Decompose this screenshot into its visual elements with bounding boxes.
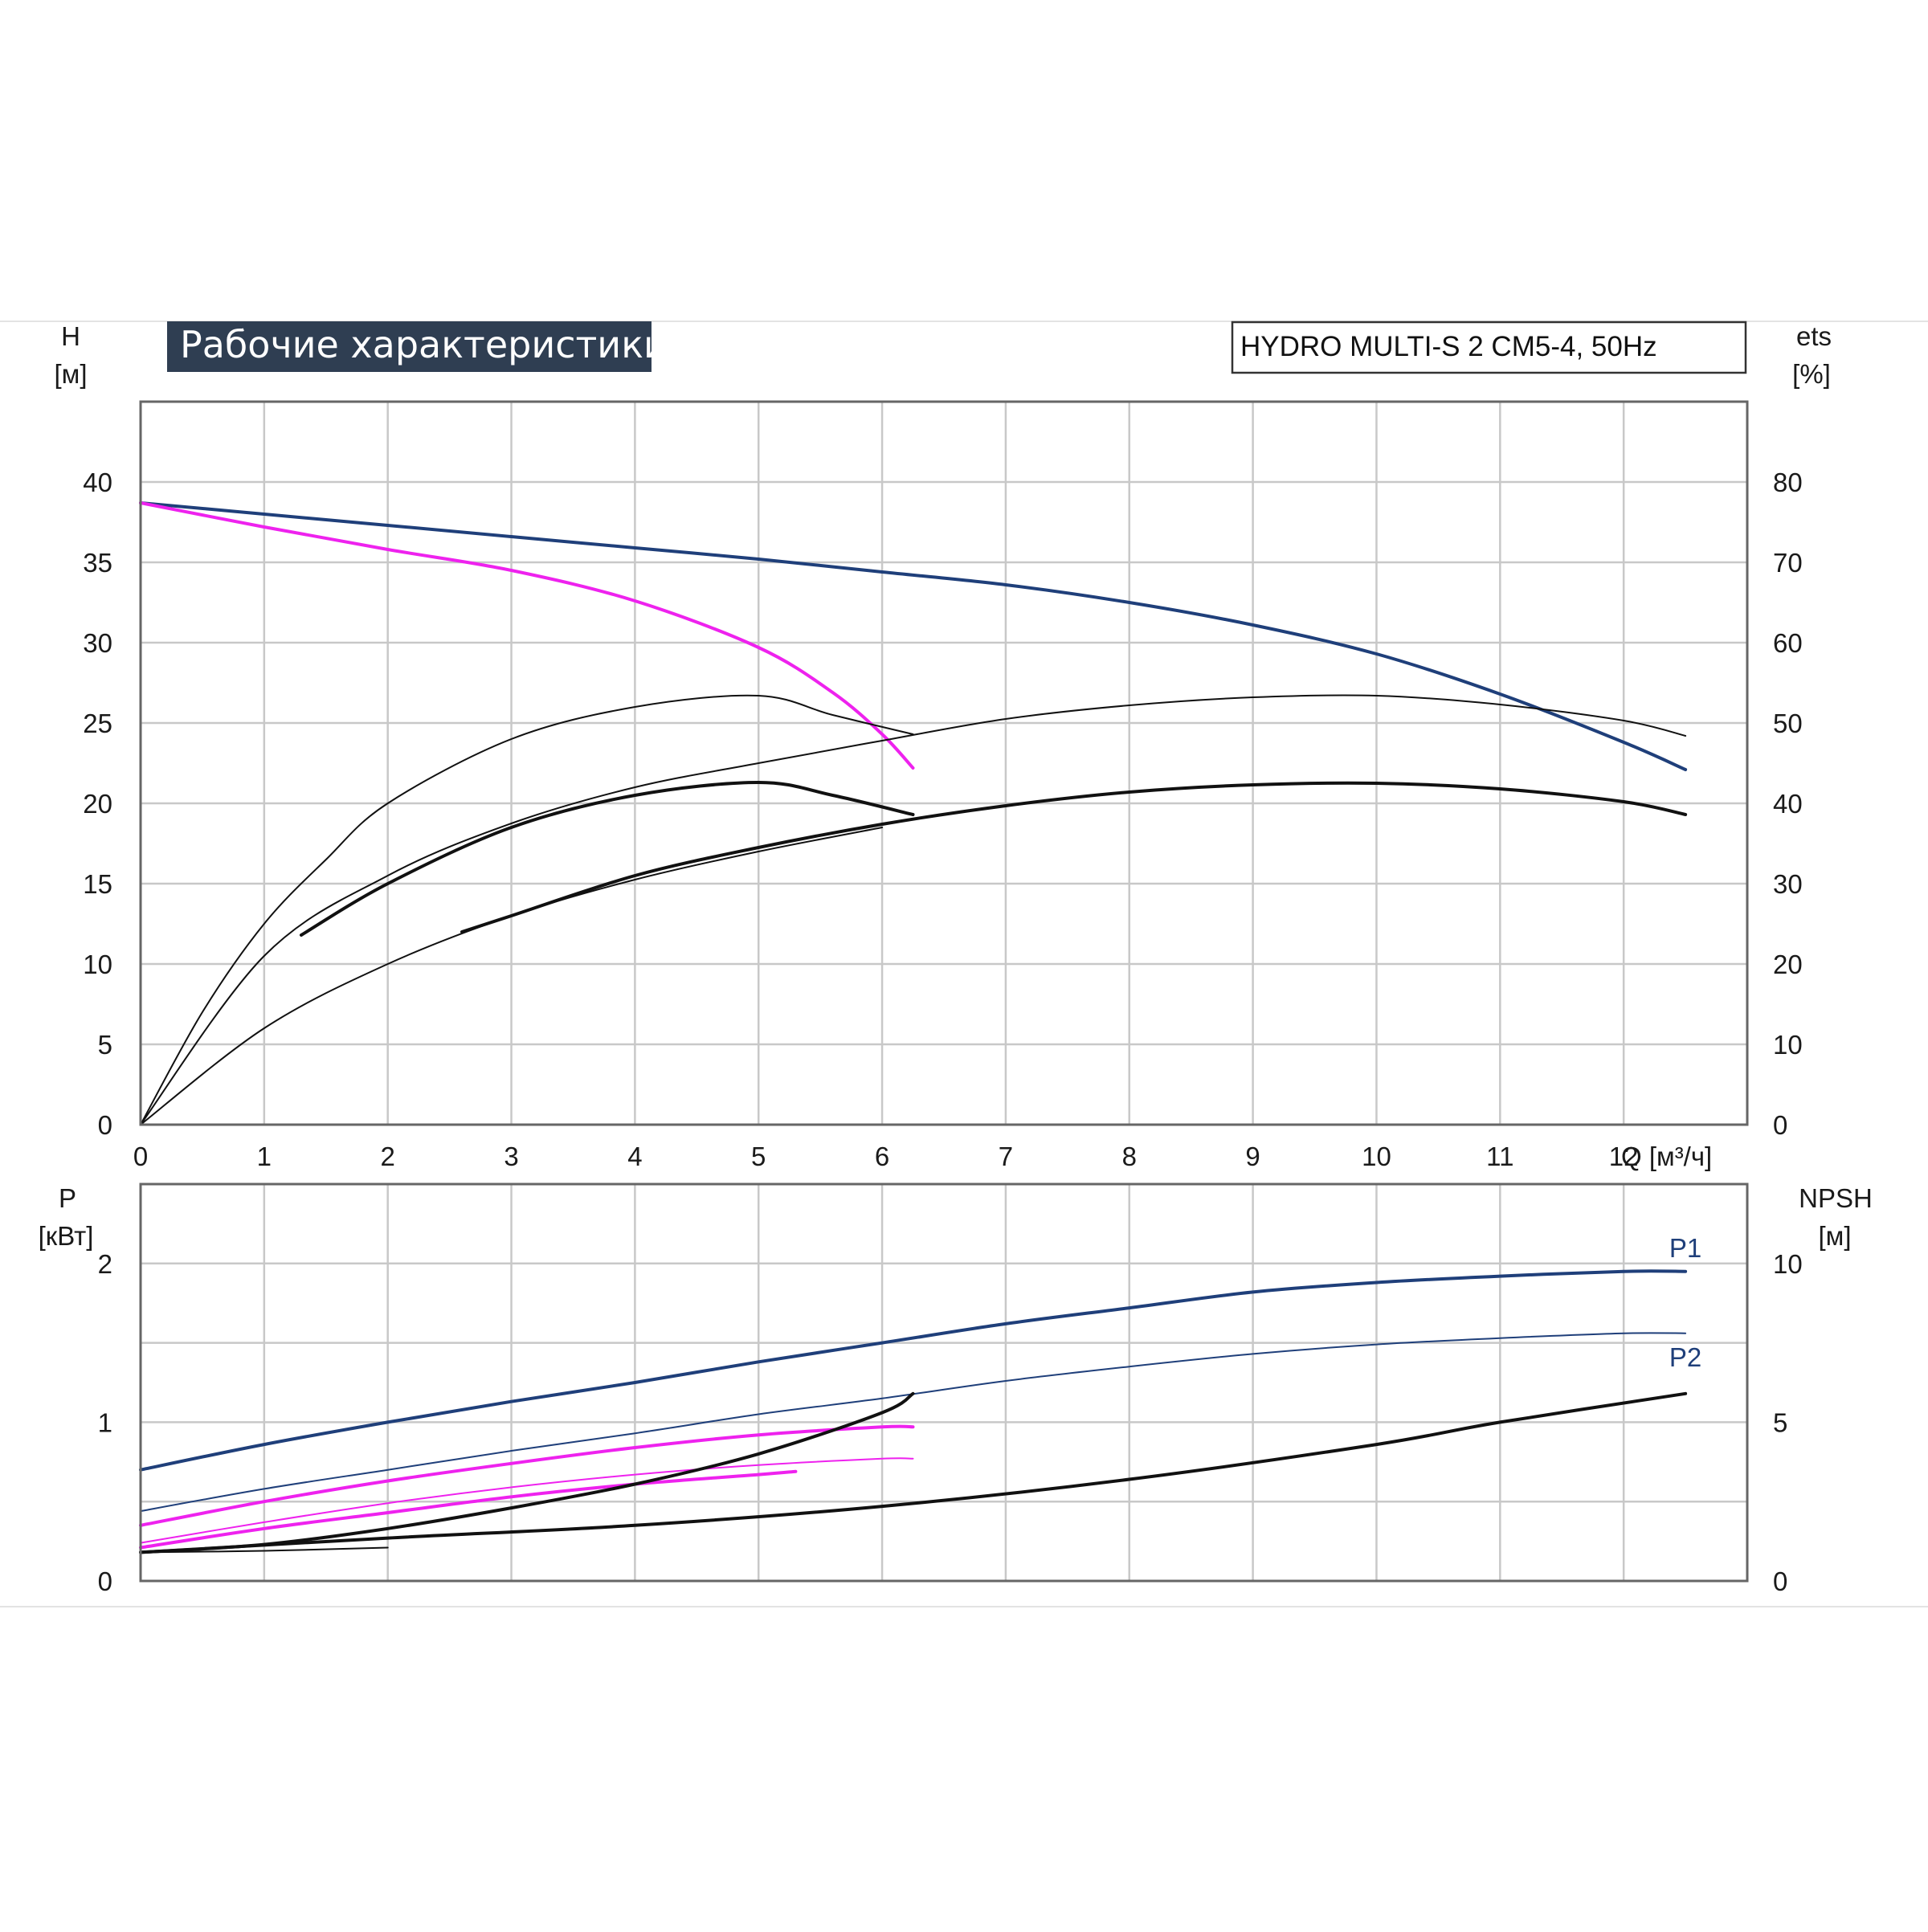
y-tick-label: 40 <box>83 468 112 497</box>
lower-series-line-3 <box>140 1457 914 1544</box>
upper-series-line-5 <box>460 781 1688 933</box>
y-tick-label: 25 <box>83 709 112 738</box>
y-tick-label: 2 <box>98 1249 112 1279</box>
chart-title-box <box>167 321 652 372</box>
q-axis-title: Q [м³/ч] <box>1621 1142 1712 1171</box>
y-tick-label: 20 <box>83 789 112 819</box>
lower-series-line-1 <box>140 1332 1687 1513</box>
p-axis-title: P <box>59 1183 76 1213</box>
x-tick-label: 10 <box>1362 1142 1391 1171</box>
chart-title: Рабочие характеристики <box>180 323 668 366</box>
upper-plot-border <box>139 400 1749 1126</box>
x-tick-label: 8 <box>1122 1142 1137 1171</box>
eta-axis-title: ets <box>1796 321 1832 351</box>
series-label-p2: P2 <box>1669 1342 1701 1372</box>
x-tick-label: 3 <box>504 1142 518 1171</box>
lower-series-line-0 <box>139 1269 1688 1472</box>
y-tick-label: 30 <box>83 628 112 658</box>
y2-tick-label: 10 <box>1773 1030 1803 1060</box>
upper-series <box>139 501 1688 1125</box>
h-axis-unit: [м] <box>54 359 87 389</box>
upper-tick-labels: 0 1 2 3 4 5 6 7 8 9 10 11 12051015202530354001020304… <box>83 468 1802 1171</box>
upper-series-line-1 <box>139 501 915 770</box>
y2-tick-label: 80 <box>1773 468 1803 497</box>
upper-series-line-2 <box>140 694 914 1125</box>
y-tick-label: 1 <box>98 1407 112 1437</box>
eta-axis-unit: [%] <box>1792 359 1831 389</box>
y2-tick-label: 40 <box>1773 789 1803 819</box>
y-tick-label: 0 <box>98 1110 112 1140</box>
lower-series-line-4 <box>139 1469 798 1550</box>
series-label-p1: P1 <box>1669 1233 1701 1263</box>
lower-plot-border <box>139 1182 1749 1583</box>
lower-tick-labels: 0 1 2 0 5 10 <box>98 1249 1803 1596</box>
upper-grid <box>141 400 1747 1125</box>
x-tick-label: 6 <box>875 1142 889 1171</box>
y2-tick-label: 30 <box>1773 869 1803 899</box>
y2-tick-label: 0 <box>1773 1566 1787 1596</box>
upper-series-line-6 <box>140 827 884 1125</box>
x-tick-label: 1 <box>257 1142 272 1171</box>
x-tick-label: 9 <box>1245 1142 1260 1171</box>
y2-tick-label: 50 <box>1773 709 1803 738</box>
upper-series-line-0 <box>139 501 1688 771</box>
x-tick-label: 12 <box>1609 1142 1639 1171</box>
y-tick-label: 35 <box>83 548 112 578</box>
lower-series <box>139 1269 1688 1554</box>
x-tick-label: 5 <box>751 1142 766 1171</box>
x-tick-label: 7 <box>999 1142 1013 1171</box>
lower-series-line-6 <box>139 1391 1688 1554</box>
y2-tick-label: 70 <box>1773 548 1803 578</box>
upper-series-line-3 <box>300 781 915 937</box>
lower-series-line-7 <box>140 1546 389 1554</box>
upper-series-line-4 <box>140 694 1687 1125</box>
x-tick-label: 2 <box>381 1142 395 1171</box>
y-tick-label: 10 <box>83 950 112 979</box>
x-tick-label: 11 <box>1486 1142 1513 1171</box>
y2-tick-label: 10 <box>1773 1249 1803 1279</box>
npsh-axis-unit: [м] <box>1818 1221 1851 1251</box>
y2-tick-label: 5 <box>1773 1407 1787 1437</box>
npsh-axis-title: NPSH <box>1799 1183 1873 1213</box>
x-tick-label: 0 <box>133 1142 148 1171</box>
h-axis-title: H <box>61 321 80 351</box>
model-label-box <box>1231 321 1747 374</box>
y-tick-label: 15 <box>83 869 112 899</box>
y2-tick-label: 60 <box>1773 628 1803 658</box>
x-tick-label: 4 <box>627 1142 642 1171</box>
lower-grid <box>141 1182 1747 1581</box>
y2-tick-label: 20 <box>1773 950 1803 979</box>
p-axis-unit: [кВт] <box>39 1221 94 1251</box>
y-tick-label: 5 <box>98 1030 112 1060</box>
y-tick-label: 0 <box>98 1566 112 1596</box>
model-label: HYDRO MULTI-S 2 CM5-4, 50Hz <box>1240 331 1657 362</box>
y2-tick-label: 0 <box>1773 1110 1787 1140</box>
